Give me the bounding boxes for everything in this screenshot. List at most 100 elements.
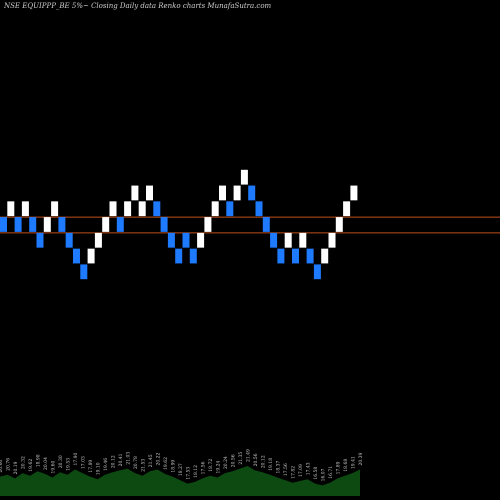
- volume-label: 20.12: [261, 455, 267, 468]
- volume-area: [0, 466, 360, 496]
- volume-label: 17.89: [88, 460, 94, 473]
- renko-brick-up: [197, 232, 205, 248]
- volume-label: 21.03: [126, 452, 132, 465]
- renko-brick-up: [51, 201, 59, 217]
- renko-brick-down: [182, 232, 190, 248]
- volume-label: 20.60: [0, 460, 4, 473]
- volume-label: 20.78: [133, 456, 139, 469]
- renko-brick-up: [138, 201, 146, 217]
- volume-label: 17.03: [81, 456, 87, 469]
- volume-label: 19.60: [51, 460, 57, 473]
- volume-label: 18.99: [171, 460, 177, 473]
- renko-brick-down: [175, 248, 183, 264]
- renko-brick-up: [240, 169, 248, 185]
- renko-brick-down: [226, 201, 234, 217]
- volume-label: 17.56: [283, 463, 289, 476]
- renko-bricks: [0, 169, 358, 280]
- volume-label: 17.82: [291, 466, 297, 479]
- volume-label: 17.56: [201, 461, 207, 474]
- renko-brick-up: [284, 232, 292, 248]
- volume-label: 18.37: [276, 460, 282, 473]
- volume-label: 18.68: [343, 459, 349, 472]
- renko-brick-down: [270, 232, 278, 248]
- volume-label: 19.62: [163, 457, 169, 470]
- volume-label: 19.10: [96, 462, 102, 475]
- renko-brick-down: [36, 232, 44, 248]
- volume-label: 20.12: [111, 455, 117, 468]
- renko-brick-up: [102, 217, 110, 232]
- renko-brick-up: [321, 248, 329, 264]
- volume-label: 19.18: [268, 458, 274, 471]
- renko-brick-down: [255, 201, 263, 217]
- renko-brick-down: [277, 248, 285, 264]
- volume-label: 20.39: [358, 453, 364, 466]
- volume-label: 18.12: [193, 465, 199, 478]
- volume-label: 20.56: [253, 453, 259, 466]
- volume-label: 17.43: [306, 462, 312, 475]
- renko-brick-down: [153, 201, 161, 217]
- renko-brick-up: [124, 201, 132, 217]
- renko-brick-down: [0, 217, 7, 232]
- renko-brick-up: [335, 217, 343, 232]
- volume-label: 21.49: [246, 449, 252, 462]
- renko-brick-up: [146, 185, 153, 201]
- volume-label: 16.71: [328, 466, 334, 479]
- volume-label: 17.53: [186, 467, 192, 480]
- renko-brick-up: [343, 201, 351, 217]
- renko-brick-up: [7, 201, 15, 217]
- renko-brick-up: [328, 232, 336, 248]
- renko-brick-down: [73, 248, 80, 264]
- renko-brick-down: [116, 217, 124, 232]
- renko-brick-up: [21, 201, 29, 217]
- volume-label: 20.24: [223, 456, 229, 469]
- volume-panel: 20.60 20.76 20.19 20.32 19.62 18.98 20.04 19.60…: [0, 449, 364, 496]
- renko-brick-down: [80, 264, 88, 280]
- volume-label: 20.04: [43, 457, 49, 470]
- renko-brick-up: [211, 201, 219, 217]
- volume-label: 18.27: [178, 463, 184, 476]
- volume-label: 17.09: [298, 464, 304, 477]
- volume-label: 20.32: [21, 456, 27, 469]
- volume-label: 20.19: [13, 461, 19, 474]
- renko-brick-down: [248, 185, 256, 201]
- renko-brick-down: [313, 264, 321, 280]
- renko-brick-up: [131, 185, 139, 201]
- renko-brick-up: [350, 185, 358, 201]
- renko-brick-down: [58, 217, 66, 232]
- volume-label: 19.24: [216, 460, 222, 473]
- volume-label: 17.89: [336, 461, 342, 474]
- renko-brick-down: [160, 217, 168, 232]
- renko-brick-up: [87, 248, 95, 264]
- volume-label: 20.56: [231, 454, 237, 467]
- renko-brick-down: [29, 217, 37, 232]
- volume-label: 21.35: [238, 452, 244, 465]
- renko-brick-down: [306, 248, 314, 264]
- volume-label: 20.76: [6, 458, 12, 471]
- chart-header: NSE EQUIPPP_BE 5%~ Closing Daily data Re…: [4, 2, 272, 10]
- volume-label: 21.53: [141, 459, 147, 472]
- volume-label: 21.45: [148, 454, 154, 467]
- renko-brick-up: [43, 217, 51, 232]
- renko-brick-down: [189, 248, 197, 264]
- volume-label: 18.98: [36, 454, 42, 467]
- renko-brick-down: [65, 232, 73, 248]
- volume-label: 19.62: [28, 459, 34, 472]
- volume-label: 19.41: [351, 456, 357, 469]
- renko-brick-down: [262, 217, 270, 232]
- renko-brick-up: [94, 232, 102, 248]
- renko-brick-down: [167, 232, 175, 248]
- renko-brick-up: [204, 217, 212, 232]
- volume-label: 17.90: [73, 453, 79, 466]
- renko-brick-down: [292, 248, 299, 264]
- renko-brick-up: [233, 185, 241, 201]
- volume-label: 16.58: [313, 467, 319, 480]
- volume-label: 16.07: [321, 468, 327, 481]
- volume-label: 19.53: [66, 458, 72, 471]
- renko-brick-down: [14, 217, 22, 232]
- volume-label: 19.46: [103, 458, 109, 471]
- reference-lines: [0, 216, 500, 234]
- renko-brick-up: [219, 185, 226, 201]
- volume-label: 20.41: [118, 453, 124, 466]
- renko-brick-up: [109, 201, 117, 217]
